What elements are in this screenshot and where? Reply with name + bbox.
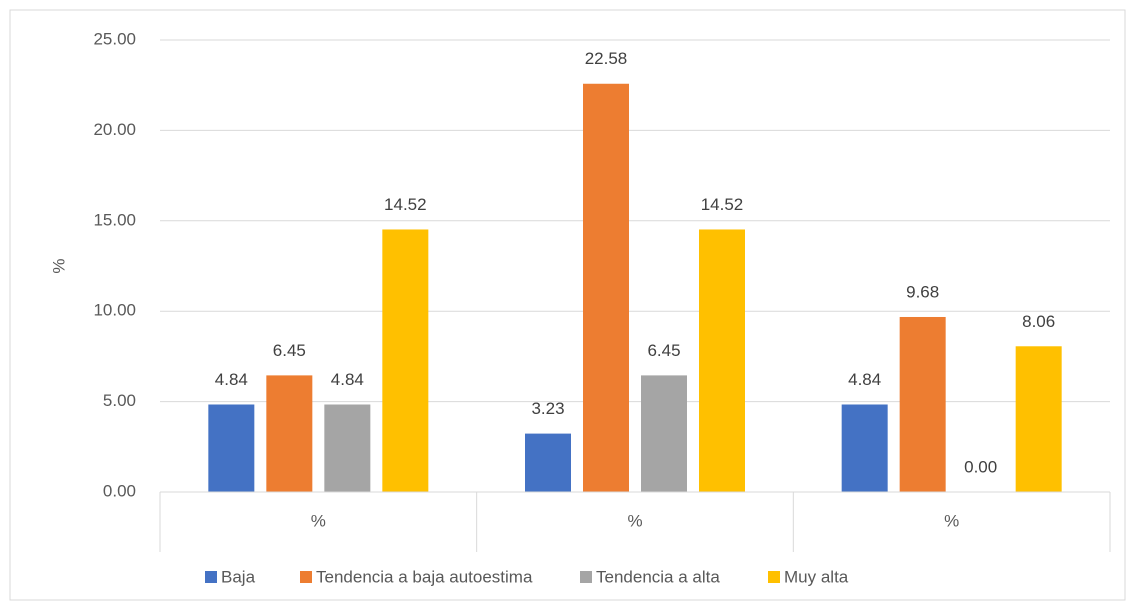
value-label: 8.06 [1022,312,1055,331]
value-label: 6.45 [647,341,680,360]
y-tick-label: 25.00 [93,29,136,48]
bar [1015,346,1062,492]
bar [899,316,946,492]
y-tick-label: 5.00 [103,391,136,410]
legend-label: Tendencia a alta [596,567,720,586]
legend-label: Muy alta [784,567,849,586]
bar [382,229,429,492]
x-tick-label: % [311,511,326,530]
y-tick-label: 0.00 [103,481,136,500]
legend-label: Baja [221,567,256,586]
value-label: 0.00 [964,457,997,476]
value-label: 4.84 [331,370,364,389]
bar [208,404,255,492]
x-tick-label: % [944,511,959,530]
y-tick-label: 10.00 [93,301,136,320]
bar [583,83,629,492]
bar [525,433,571,492]
value-label: 6.45 [273,341,306,360]
value-label: 4.84 [848,370,881,389]
legend-label: Tendencia a baja autoestima [316,567,533,586]
value-label: 22.58 [585,49,628,68]
value-label: 14.52 [701,195,744,214]
y-axis-label: % [49,258,68,273]
y-tick-label: 15.00 [93,210,136,229]
value-label: 9.68 [906,282,939,301]
bar [324,404,371,492]
legend-swatch [768,571,780,583]
chart-frame [9,9,1126,601]
bar [841,404,888,492]
legend-swatch [205,571,217,583]
value-label: 4.84 [215,370,248,389]
value-label: 3.23 [531,399,564,418]
legend-swatch [300,571,312,583]
value-label: 14.52 [384,195,427,214]
bar [641,375,687,492]
bar [699,229,745,492]
x-tick-label: % [627,511,642,530]
bar [266,375,313,492]
legend-swatch [580,571,592,583]
y-tick-label: 20.00 [93,120,136,139]
